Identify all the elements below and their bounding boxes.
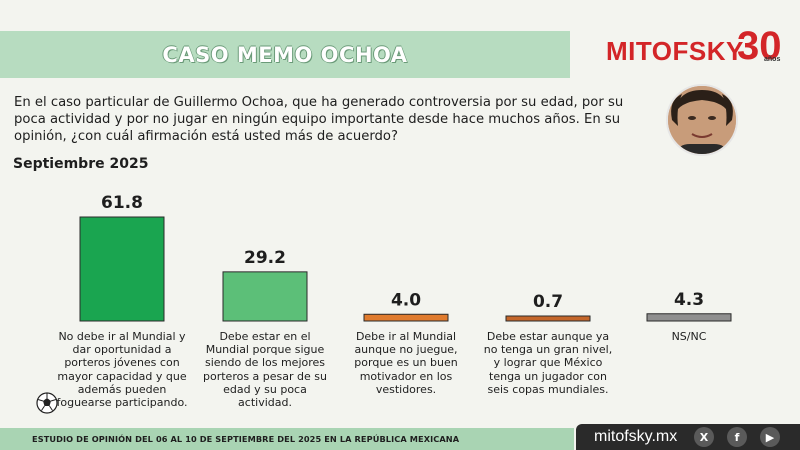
study-footnote: ESTUDIO DE OPINIÓN DEL 06 AL 10 DE SEPTI…: [32, 434, 460, 444]
bar-value-label-2: 29.2: [244, 248, 286, 268]
category-label-5: NS/NC: [671, 330, 707, 343]
logo-anniversary: 30: [737, 24, 782, 68]
logo-anniversary-unit: años: [764, 56, 781, 63]
bar-value-label-5: 4.3: [674, 290, 704, 310]
footer-band: [0, 428, 574, 450]
portrait-image: [668, 86, 736, 154]
bar-value-label-4: 0.7: [533, 292, 563, 312]
bar-value-label-1: 61.8: [101, 193, 143, 213]
category-label-2: Debe estar en el Mundial porque sigue si…: [203, 330, 327, 410]
soccer-ball-icon: [36, 392, 58, 414]
bar-1: [79, 216, 165, 322]
category-label-1: No debe ir al Mundial y dar oportunidad …: [56, 330, 188, 410]
site-link[interactable]: mitofsky.mx: [594, 428, 678, 445]
header-band: [0, 31, 570, 78]
x-icon[interactable]: X: [694, 427, 714, 447]
date-label: Septiembre 2025: [13, 156, 149, 172]
facebook-icon[interactable]: f: [727, 427, 747, 447]
bar-2: [222, 271, 308, 322]
youtube-icon[interactable]: ▶: [760, 427, 780, 447]
bar-chart: 61.8 29.2 4.0 0.7 4.3: [79, 193, 732, 322]
page-title: CASO MEMO OCHOA: [162, 42, 408, 67]
bar-value-label-3: 4.0: [391, 290, 421, 310]
bar-5: [646, 313, 732, 322]
category-label-3: Debe ir al Mundial aunque no juegue, por…: [354, 330, 458, 396]
bar-3: [363, 313, 449, 322]
avatar: [666, 84, 738, 156]
logo-brand: MITOFSKY: [606, 36, 744, 66]
bar-4: [505, 315, 591, 322]
mitofsky-logo[interactable]: MITOFSKY 30 años: [606, 24, 796, 72]
category-label-4: Debe estar aunque ya no tenga un gran ni…: [483, 330, 613, 396]
question-text: En el caso particular de Guillermo Ochoa…: [14, 95, 624, 144]
